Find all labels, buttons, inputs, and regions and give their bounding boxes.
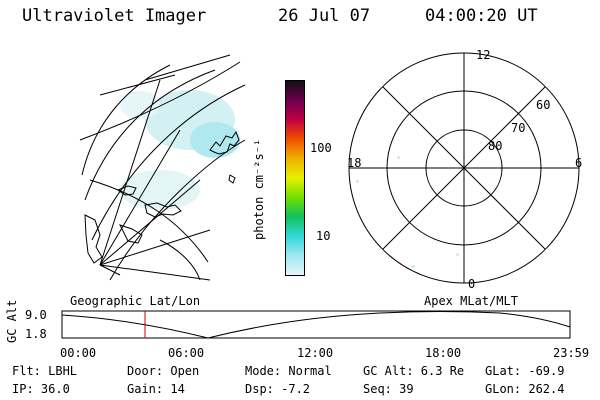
altitude-curve <box>61 311 571 339</box>
date-label: 26 Jul 07 <box>278 6 371 26</box>
x-tick-0600: 06:00 <box>168 346 205 360</box>
y-tick-9: 9.0 <box>25 308 47 322</box>
mlt-label-6: 6 <box>575 156 583 170</box>
apex-caption: Apex MLat/MLT <box>424 294 518 308</box>
mlat-label-80: 80 <box>488 139 503 153</box>
mlat-label-60: 60 <box>536 98 551 112</box>
info-door: Door: Open <box>127 364 200 378</box>
info-gc-alt: GC Alt: 6.3 Re <box>363 364 465 378</box>
x-tick-1200: 12:00 <box>297 346 334 360</box>
colorbar-gradient <box>285 80 305 276</box>
geographic-caption: Geographic Lat/Lon <box>70 294 201 308</box>
mlt-label-0: 0 <box>468 277 476 291</box>
info-dsp: Dsp: -7.2 <box>245 382 311 396</box>
mlt-label-18: 18 <box>347 156 362 170</box>
mlat-label-70: 70 <box>511 121 526 135</box>
time-label: 04:00:20 UT <box>425 6 538 26</box>
app-title: Ultraviolet Imager <box>22 6 207 26</box>
info-ip: IP: 36.0 <box>12 382 70 396</box>
info-glat: GLat: -69.9 <box>485 364 565 378</box>
info-seq: Seq: 39 <box>363 382 414 396</box>
info-glon: GLon: 262.4 <box>485 382 565 396</box>
x-tick-2359: 23:59 <box>553 346 590 360</box>
colorbar-tick-100: 100 <box>310 141 332 155</box>
info-gain: Gain: 14 <box>127 382 185 396</box>
timeline-frame <box>61 310 571 339</box>
x-tick-0000: 00:00 <box>60 346 97 360</box>
mlt-label-12: 12 <box>476 48 491 62</box>
info-filter: Flt: LBHL <box>12 364 78 378</box>
x-tick-1800: 18:00 <box>425 346 462 360</box>
colorbar-tick-10: 10 <box>316 229 331 243</box>
info-mode: Mode: Normal <box>245 364 332 378</box>
colorbar <box>285 80 305 276</box>
y-tick-1-8: 1.8 <box>25 327 47 341</box>
